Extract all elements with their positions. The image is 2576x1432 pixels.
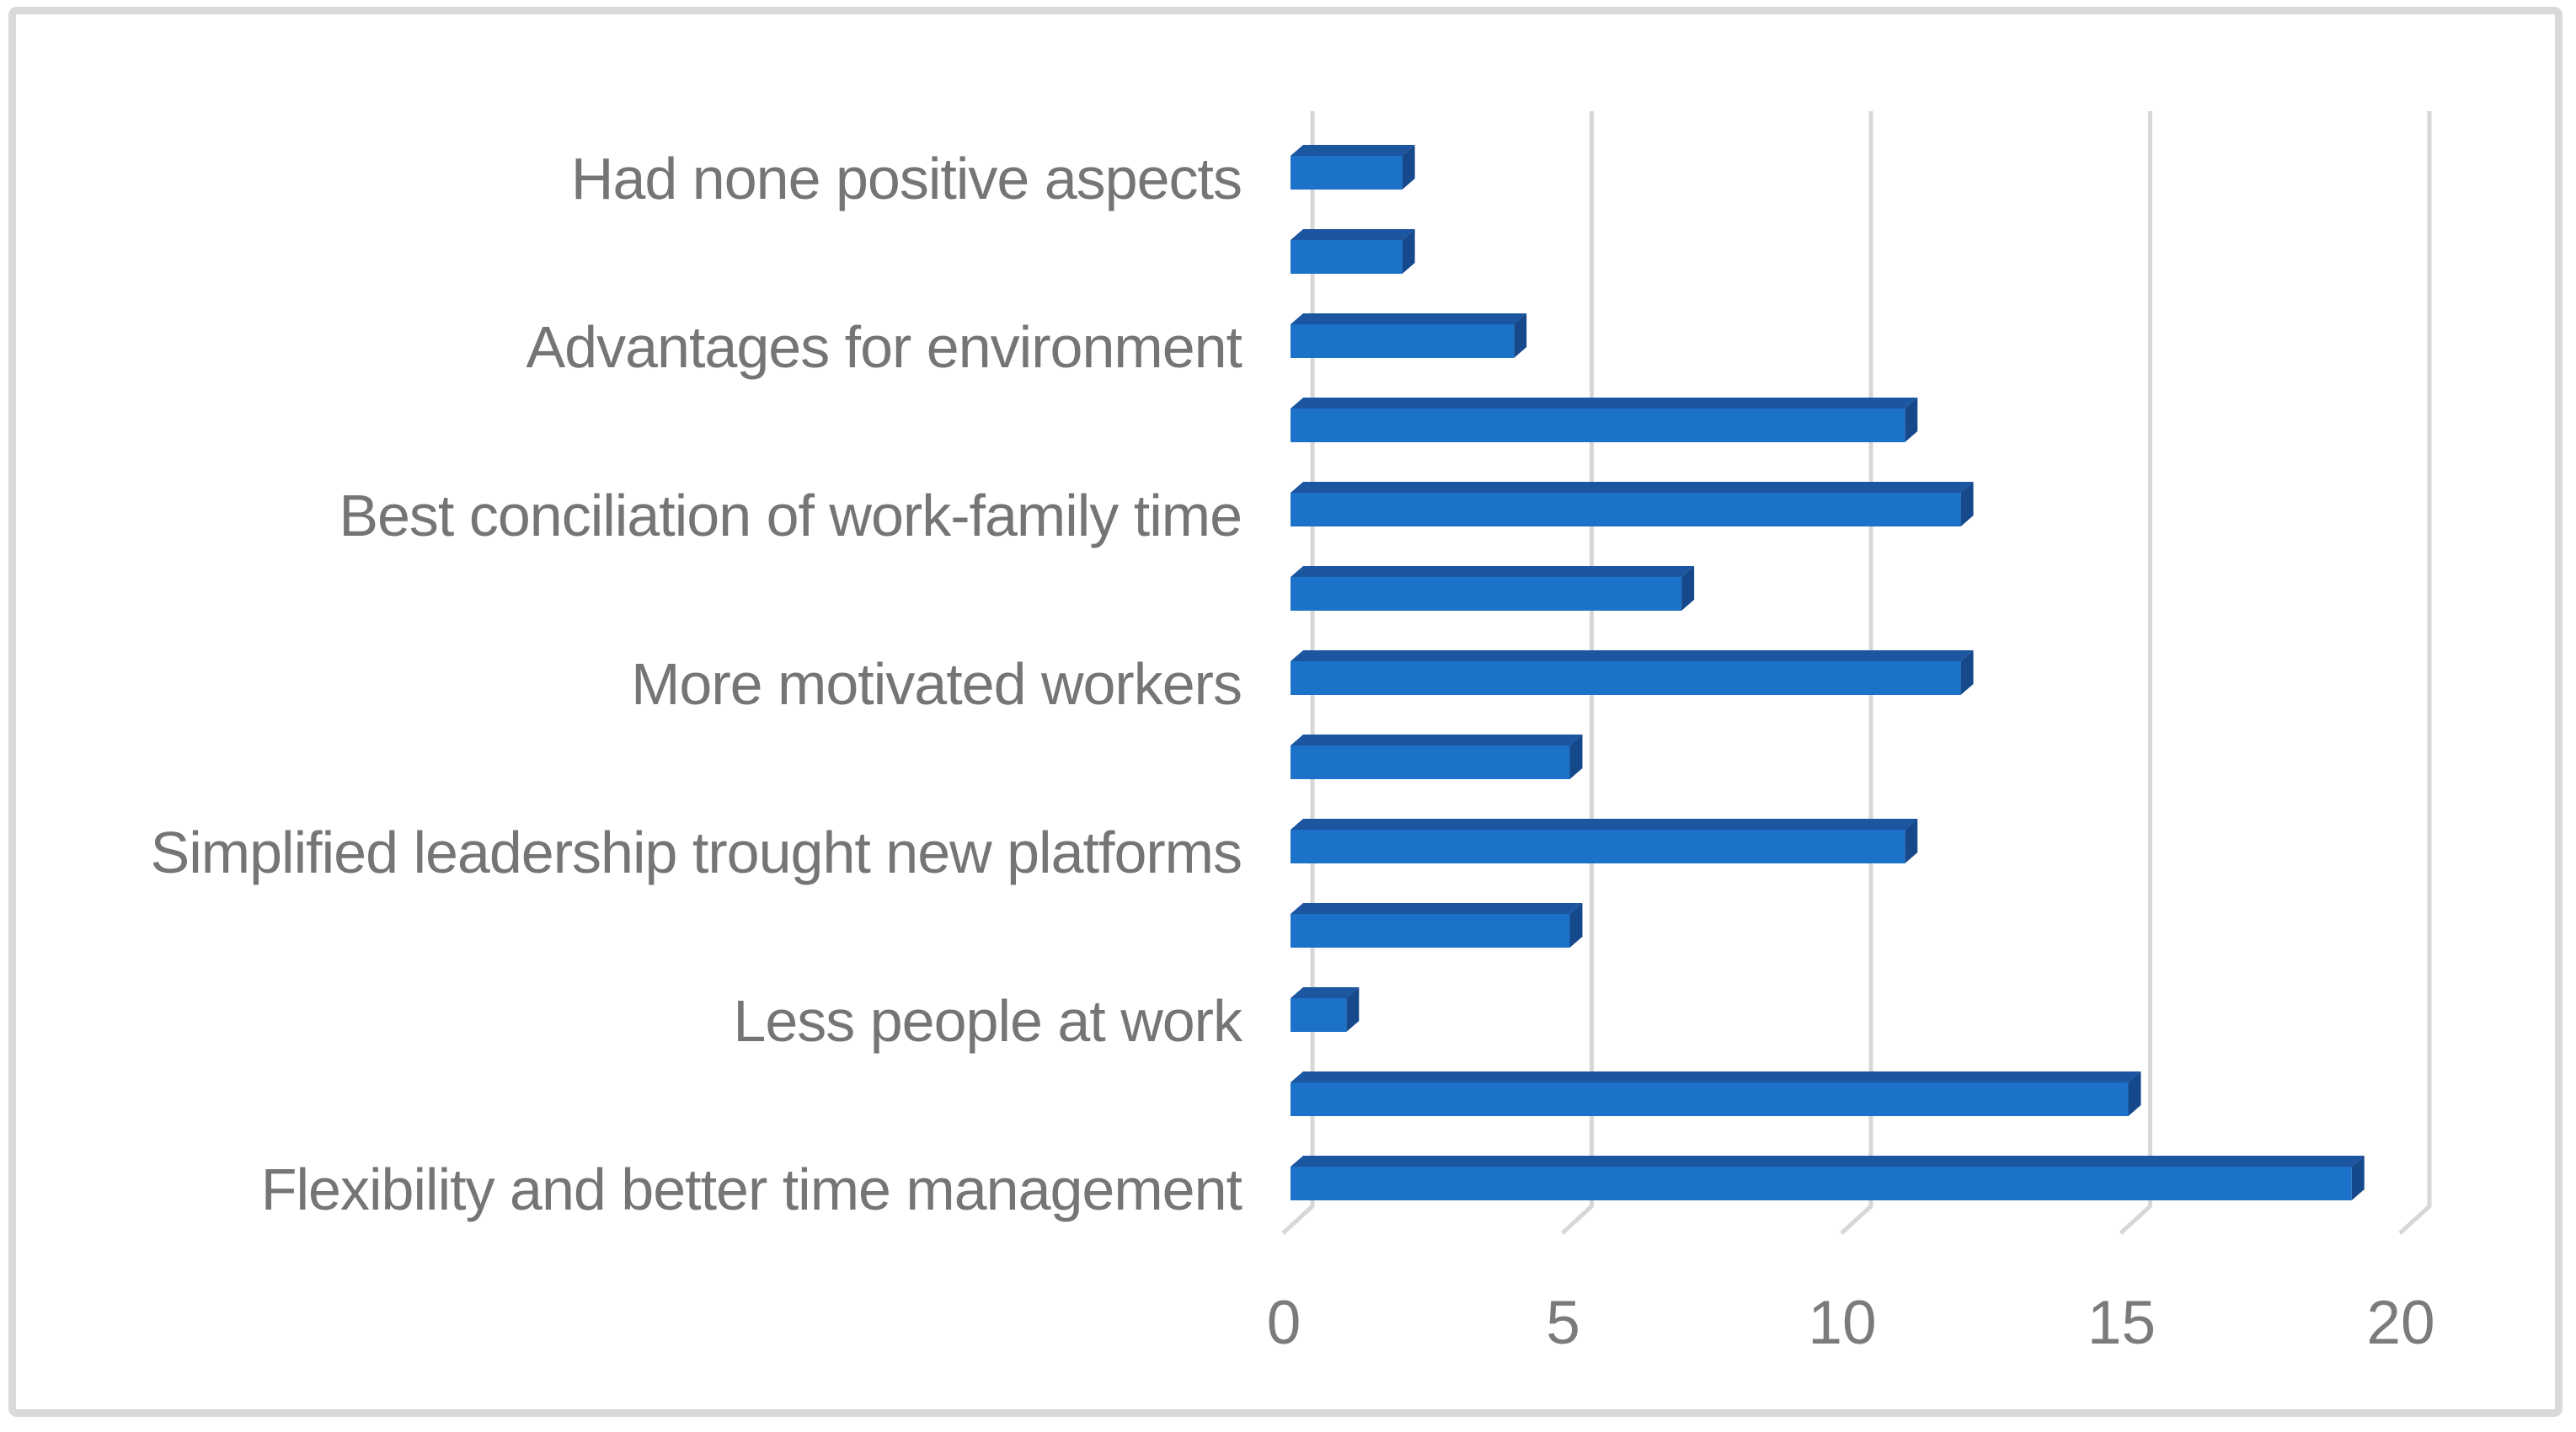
bar-top-face xyxy=(1291,482,1974,493)
bar-side-face xyxy=(1905,819,1918,863)
bar-chart-canvas xyxy=(1281,111,2432,1235)
bar-row-11 xyxy=(1291,1071,2141,1116)
category-label: Best conciliation of work-family time xyxy=(339,483,1243,548)
x-tick-label-20: 20 xyxy=(2366,1289,2435,1357)
bar-top-face xyxy=(1291,566,1695,577)
bar-front-face xyxy=(1291,745,1570,779)
gridline-10 xyxy=(1840,111,1873,1235)
bar-front-face xyxy=(1291,240,1403,274)
bar-row-5 xyxy=(1291,566,1695,611)
category-label: Simplified leadership trought new platfo… xyxy=(150,820,1243,885)
bar-side-face xyxy=(1960,482,1974,526)
bar-side-face xyxy=(1402,229,1415,274)
bar-front-face xyxy=(1291,914,1570,948)
bar-side-face xyxy=(1569,735,1583,779)
bar-front-face xyxy=(1291,1082,2129,1116)
chart-border-frame: Had none positive aspects Advantages for … xyxy=(8,7,2563,1417)
bar-front-face xyxy=(1291,409,1905,442)
bar-front-face xyxy=(1291,156,1403,190)
bar-top-face xyxy=(1291,229,1415,240)
category-label: Less people at work xyxy=(733,988,1243,1054)
bar-row-2 xyxy=(1291,313,1527,358)
bar-front-face xyxy=(1291,324,1515,358)
bar-row-12 xyxy=(1291,1156,2365,1200)
bar-top-face xyxy=(1291,735,1583,745)
bar-top-face xyxy=(1291,650,1974,661)
bar-front-face xyxy=(1291,1167,2352,1200)
bar-side-face xyxy=(1681,566,1695,611)
bar-row-1 xyxy=(1291,229,1415,274)
bar-row-3 xyxy=(1291,398,1918,442)
x-tick-label-15: 15 xyxy=(2087,1289,2156,1357)
x-tick-label-0: 0 xyxy=(1266,1289,1301,1357)
bar-row-9 xyxy=(1291,903,1583,948)
category-label: Had none positive aspects xyxy=(570,146,1243,211)
bar-top-face xyxy=(1291,1156,2365,1167)
bar-row-8 xyxy=(1291,819,1918,863)
bar-front-face xyxy=(1291,998,1347,1032)
gridline-0 xyxy=(1281,111,1315,1235)
bar-top-face xyxy=(1291,313,1527,324)
category-label: More motivated workers xyxy=(631,651,1243,717)
gridline-5 xyxy=(1560,111,1594,1235)
bar-front-face xyxy=(1291,661,1961,695)
bar-row-4 xyxy=(1291,482,1974,526)
bar-side-face xyxy=(1514,313,1527,358)
x-tick-label-5: 5 xyxy=(1546,1289,1580,1357)
bar-side-face xyxy=(2351,1156,2365,1200)
bar-side-face xyxy=(1402,145,1415,190)
bar-top-face xyxy=(1291,145,1415,156)
bar-side-face xyxy=(2128,1071,2141,1116)
category-label: Advantages for environment xyxy=(526,314,1243,380)
bar-front-face xyxy=(1291,493,1961,526)
bar-top-face xyxy=(1291,987,1360,998)
bar-top-face xyxy=(1291,398,1918,409)
category-label: Flexibility and better time management xyxy=(260,1157,1243,1222)
gridline-15 xyxy=(2119,111,2152,1235)
bar-row-6 xyxy=(1291,650,1974,695)
gridline-20 xyxy=(2398,111,2432,1235)
bar-top-face xyxy=(1291,819,1918,830)
bar-row-10 xyxy=(1291,987,1360,1032)
bar-front-face xyxy=(1291,830,1905,863)
bar-top-face xyxy=(1291,1071,2141,1082)
bar-side-face xyxy=(1905,398,1918,442)
bar-side-face xyxy=(1960,650,1974,695)
bar-top-face xyxy=(1291,903,1583,914)
bar-front-face xyxy=(1291,577,1682,611)
bar-side-face xyxy=(1346,987,1360,1032)
bar-row-0 xyxy=(1291,145,1415,190)
bar-side-face xyxy=(1569,903,1583,948)
x-tick-label-10: 10 xyxy=(1808,1289,1877,1357)
bar-row-7 xyxy=(1291,735,1583,779)
